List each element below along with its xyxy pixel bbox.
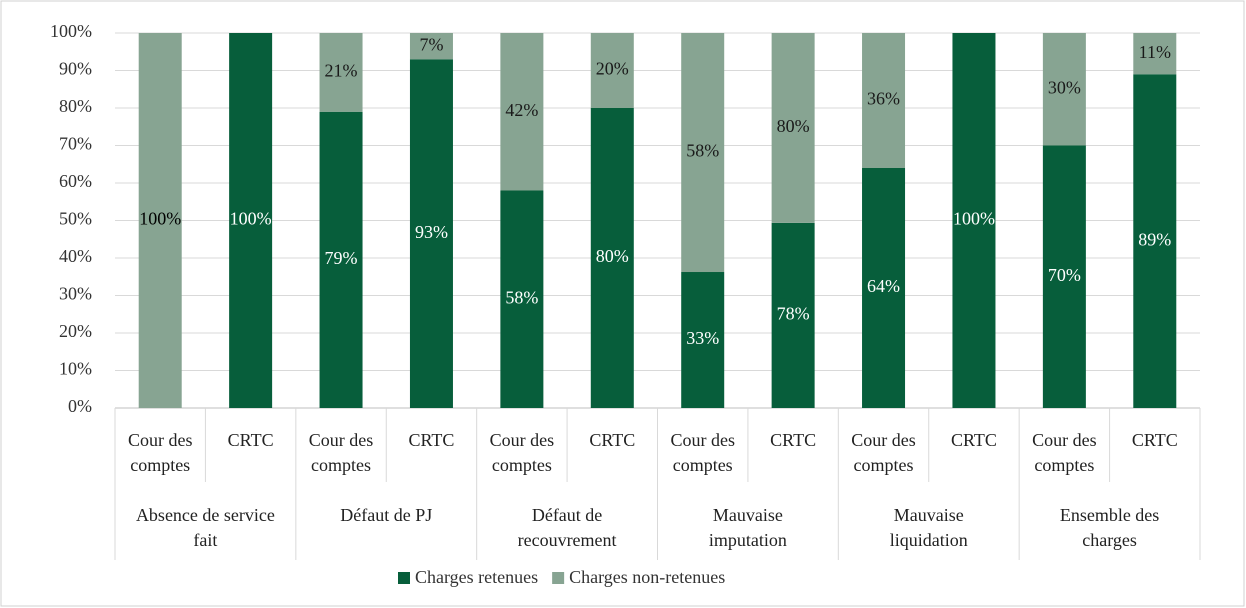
- bar-segment: [681, 33, 725, 273]
- group-label: Défaut de recouvrement: [517, 505, 617, 550]
- x-tick-label: Cour des comptes: [127, 430, 193, 475]
- y-tick-label: 10%: [59, 359, 92, 379]
- x-tick-label: Cour des comptes: [308, 430, 374, 475]
- bar-segment: [952, 33, 996, 408]
- y-tick-label: 40%: [59, 246, 92, 266]
- x-tick-label: Cour des comptes: [1032, 430, 1097, 475]
- bar-segment: [229, 33, 273, 408]
- data-label: 21%: [325, 61, 358, 81]
- data-label: 78%: [777, 304, 810, 324]
- data-label: 20%: [596, 59, 629, 79]
- data-label: 42%: [505, 100, 538, 120]
- group-label: Mauvaise liquidation: [889, 505, 968, 550]
- x-tick-label: CRTC: [227, 430, 274, 450]
- y-tick-label: 70%: [59, 134, 92, 154]
- data-label: 80%: [596, 246, 629, 266]
- y-tick-label: 80%: [59, 96, 92, 116]
- group-label: Mauvaise imputation: [708, 505, 787, 550]
- legend-label: Charges retenues: [415, 567, 538, 587]
- data-label: 89%: [1138, 229, 1171, 249]
- x-tick-label: Cour des comptes: [670, 430, 735, 475]
- data-label: 33%: [686, 328, 719, 348]
- group-label: Défaut de PJ: [340, 505, 433, 525]
- x-tick-label: Cour des comptes: [489, 430, 555, 475]
- bar-segment: [681, 272, 725, 408]
- data-label: 70%: [1048, 265, 1081, 285]
- bar-segment: [590, 108, 634, 408]
- data-label: 7%: [419, 34, 443, 54]
- data-label: 64%: [867, 276, 900, 296]
- bar-segment: [590, 33, 634, 108]
- y-tick-label: 50%: [59, 209, 92, 229]
- group-label: Absence de service fait: [135, 505, 275, 550]
- legend-label: Charges non-retenues: [569, 567, 725, 587]
- data-label: 11%: [1139, 42, 1171, 62]
- bar-segment: [1042, 33, 1086, 146]
- y-tick-label: 90%: [59, 59, 92, 79]
- bar-segment: [771, 33, 815, 223]
- bar-segment: [1133, 74, 1177, 408]
- bar-segment: [409, 59, 453, 408]
- y-tick-label: 60%: [59, 171, 92, 191]
- data-label: 93%: [415, 222, 448, 242]
- data-label: 100%: [139, 209, 181, 229]
- x-tick-label: CRTC: [950, 430, 997, 450]
- x-tick-label: CRTC: [1131, 430, 1178, 450]
- bar-segment: [1133, 33, 1177, 75]
- data-label: 36%: [867, 89, 900, 109]
- data-label: 30%: [1048, 77, 1081, 97]
- y-tick-label: 30%: [59, 284, 92, 304]
- data-label: 58%: [505, 287, 538, 307]
- bar-segment: [771, 222, 815, 408]
- group-label: Ensemble des charges: [1059, 505, 1160, 550]
- data-label: 79%: [325, 248, 358, 268]
- y-tick-label: 0%: [68, 396, 92, 416]
- bar-segment: [319, 33, 363, 112]
- bar-segment: [862, 33, 906, 168]
- legend-swatch: [552, 572, 565, 584]
- bar-segment: [500, 190, 544, 408]
- x-tick-label: CRTC: [770, 430, 817, 450]
- bar-segment: [409, 33, 453, 60]
- legend-swatch: [398, 572, 410, 584]
- data-label: 80%: [777, 116, 810, 136]
- bar-segment: [862, 168, 906, 408]
- bar-segment: [138, 33, 182, 408]
- data-label: 58%: [686, 141, 719, 161]
- bar-segment: [1042, 145, 1086, 408]
- y-tick-label: 100%: [50, 21, 92, 41]
- x-tick-label: CRTC: [589, 430, 636, 450]
- x-tick-label: CRTC: [408, 430, 455, 450]
- bar-segment: [500, 33, 544, 191]
- x-tick-label: Cour des comptes: [851, 430, 916, 475]
- bar-segment: [319, 111, 363, 408]
- data-label: 100%: [953, 209, 995, 229]
- y-tick-label: 20%: [59, 321, 92, 341]
- data-label: 100%: [230, 209, 272, 229]
